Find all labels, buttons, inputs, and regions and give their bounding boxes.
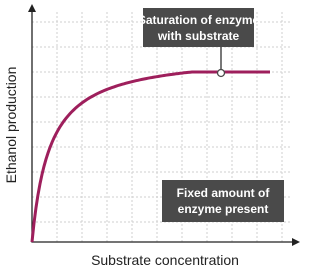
diagram: Saturation of enzyme with substrate Fixe… — [3, 4, 300, 268]
y-arrow — [28, 4, 36, 12]
curve — [30, 70, 270, 243]
y-axis-label: Ethanol production — [3, 67, 19, 184]
annotation-text: with substrate — [157, 29, 240, 43]
annotation-text: Saturation of enzyme — [138, 13, 260, 27]
x-axis-label: Substrate concentration — [91, 252, 239, 268]
annotation-text: Fixed amount of — [177, 186, 271, 200]
x-arrow — [292, 238, 300, 246]
annotation-text: enzyme present — [178, 202, 269, 216]
annotation-box — [162, 180, 284, 222]
saturation-point — [216, 68, 226, 78]
axes — [31, 8, 296, 243]
annotation-box — [143, 8, 254, 47]
